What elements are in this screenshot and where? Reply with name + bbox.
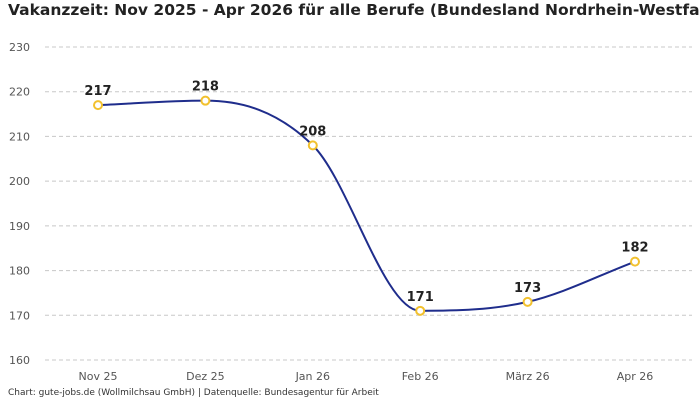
y-tick-label: 170 — [9, 309, 30, 322]
data-marker — [630, 256, 640, 267]
data-label: 171 — [407, 290, 434, 305]
gridlines — [45, 46, 692, 361]
x-tick-label: Nov 25 — [79, 370, 118, 383]
data-label: 173 — [514, 281, 541, 296]
y-tick-label: 190 — [9, 220, 30, 233]
data-marker — [522, 296, 533, 307]
data-marker — [200, 95, 211, 106]
x-tick-label: Jan 26 — [295, 370, 330, 383]
data-label: 217 — [84, 84, 111, 99]
series-line — [97, 99, 636, 312]
data-label: 218 — [192, 80, 219, 95]
y-tick-label: 180 — [9, 265, 30, 278]
x-tick-label: Apr 26 — [617, 370, 654, 383]
chart-title: Vakanzzeit: Nov 2025 - Apr 2026 für alle… — [8, 1, 700, 19]
x-axis-ticks: Nov 25 Dez 25 Jan 26 Feb 26 März 26 Apr 26 — [79, 370, 654, 383]
y-tick-label: 230 — [9, 41, 30, 54]
y-tick-label: 160 — [9, 354, 30, 367]
data-markers — [93, 95, 640, 316]
y-tick-label: 220 — [9, 86, 30, 99]
x-tick-label: März 26 — [506, 370, 550, 383]
y-tick-label: 210 — [9, 130, 30, 143]
data-label: 182 — [621, 241, 648, 256]
data-marker — [93, 100, 103, 111]
y-axis-ticks: 160 170 180 190 200 210 220 230 — [9, 41, 30, 367]
chart-source-note: Chart: gute-jobs.de (Wollmilchsau GmbH) … — [8, 388, 379, 398]
data-labels: 217 218 208 171 173 182 — [84, 80, 648, 305]
data-marker — [307, 140, 318, 151]
data-label: 208 — [299, 124, 326, 139]
data-marker — [415, 305, 426, 316]
x-tick-label: Feb 26 — [402, 370, 439, 383]
x-tick-label: Dez 25 — [186, 370, 225, 383]
y-tick-label: 200 — [9, 175, 30, 188]
